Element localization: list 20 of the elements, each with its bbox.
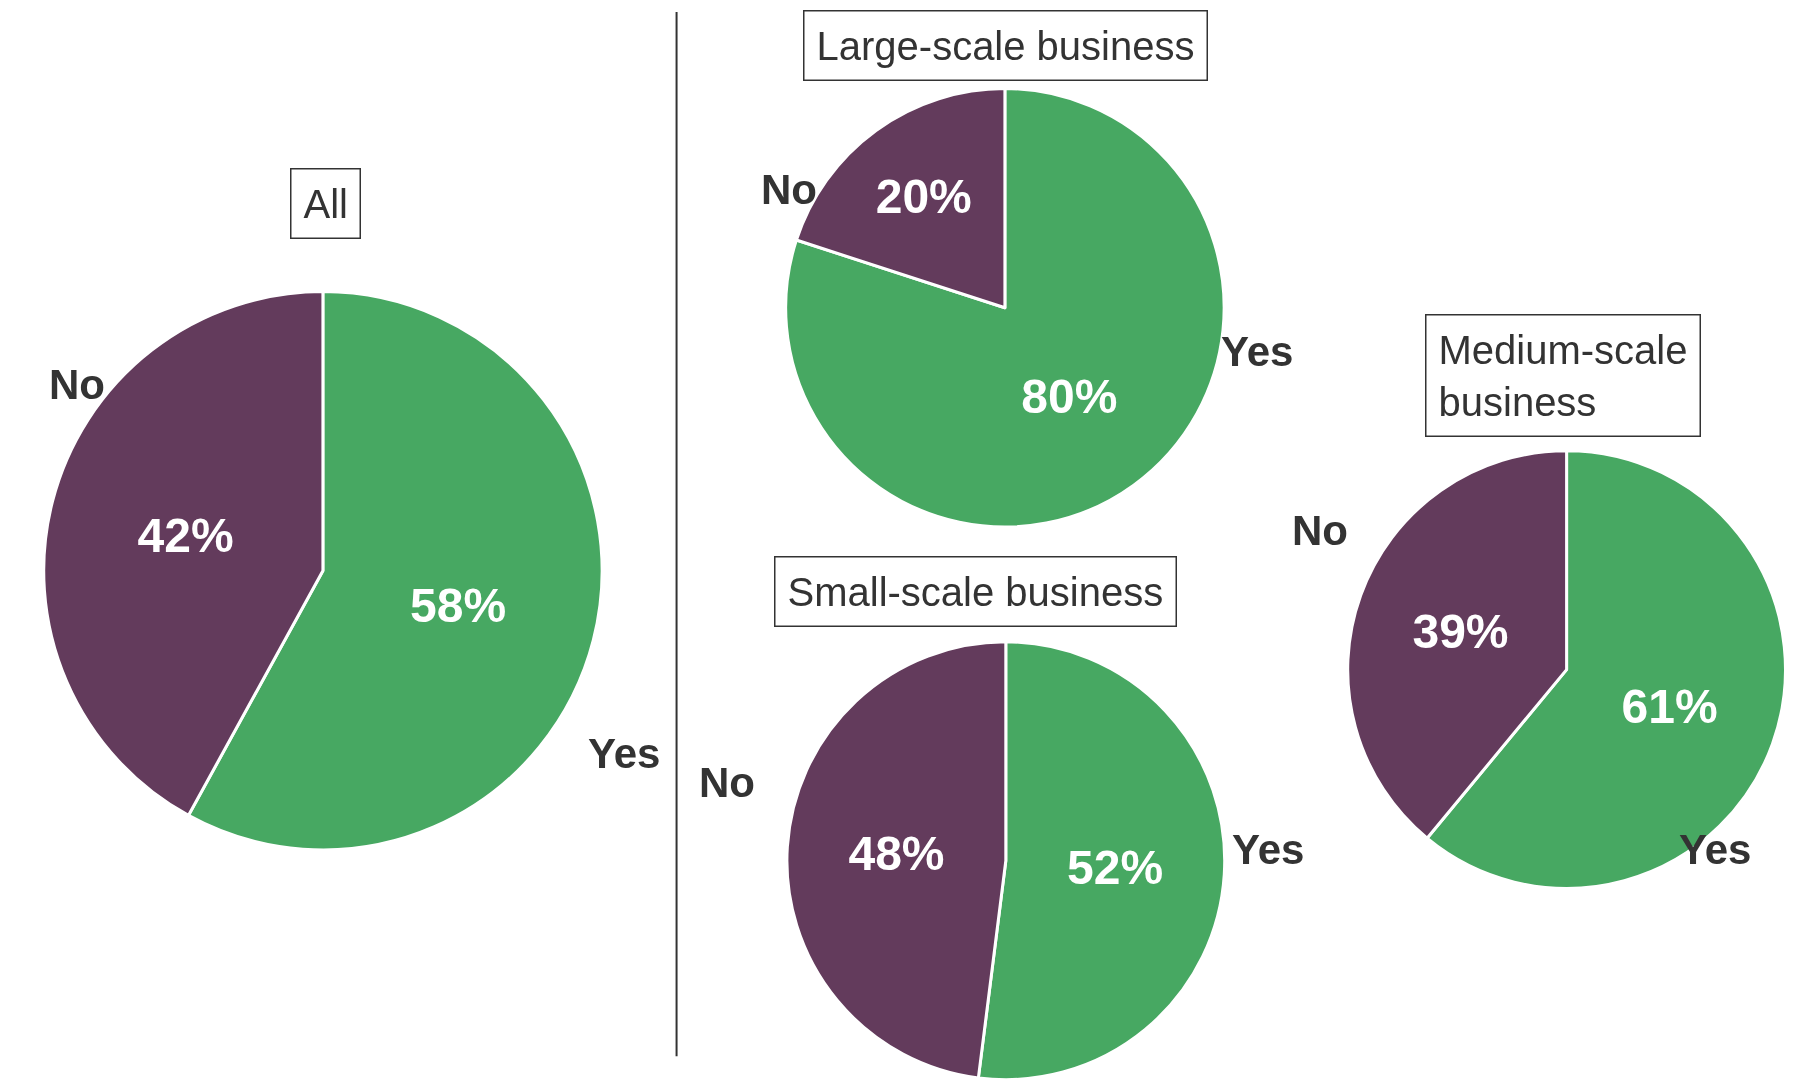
slice-label: Yes bbox=[1232, 826, 1305, 873]
data-label: 39% bbox=[1412, 604, 1509, 658]
slice-label: No bbox=[761, 166, 817, 213]
data-label: 58% bbox=[410, 578, 507, 632]
data-label: 20% bbox=[875, 169, 972, 223]
slice-label: No bbox=[699, 759, 755, 806]
chart-title: All bbox=[303, 181, 348, 226]
data-label: 61% bbox=[1621, 680, 1718, 734]
data-label: 48% bbox=[848, 827, 945, 881]
slice-label: Yes bbox=[588, 730, 661, 777]
data-label: 52% bbox=[1066, 841, 1164, 895]
data-label: 42% bbox=[137, 509, 234, 563]
slice-label: No bbox=[1292, 507, 1348, 554]
slice-label: No bbox=[49, 361, 105, 408]
chart-title: Large-scale business bbox=[816, 23, 1195, 68]
slice-label: Yes bbox=[1679, 826, 1752, 873]
slice-label: Yes bbox=[1221, 328, 1294, 375]
data-label: 80% bbox=[1021, 369, 1118, 423]
chart-title: Medium-scale business bbox=[1438, 327, 1688, 424]
chart-title: Small-scale business bbox=[787, 569, 1164, 614]
